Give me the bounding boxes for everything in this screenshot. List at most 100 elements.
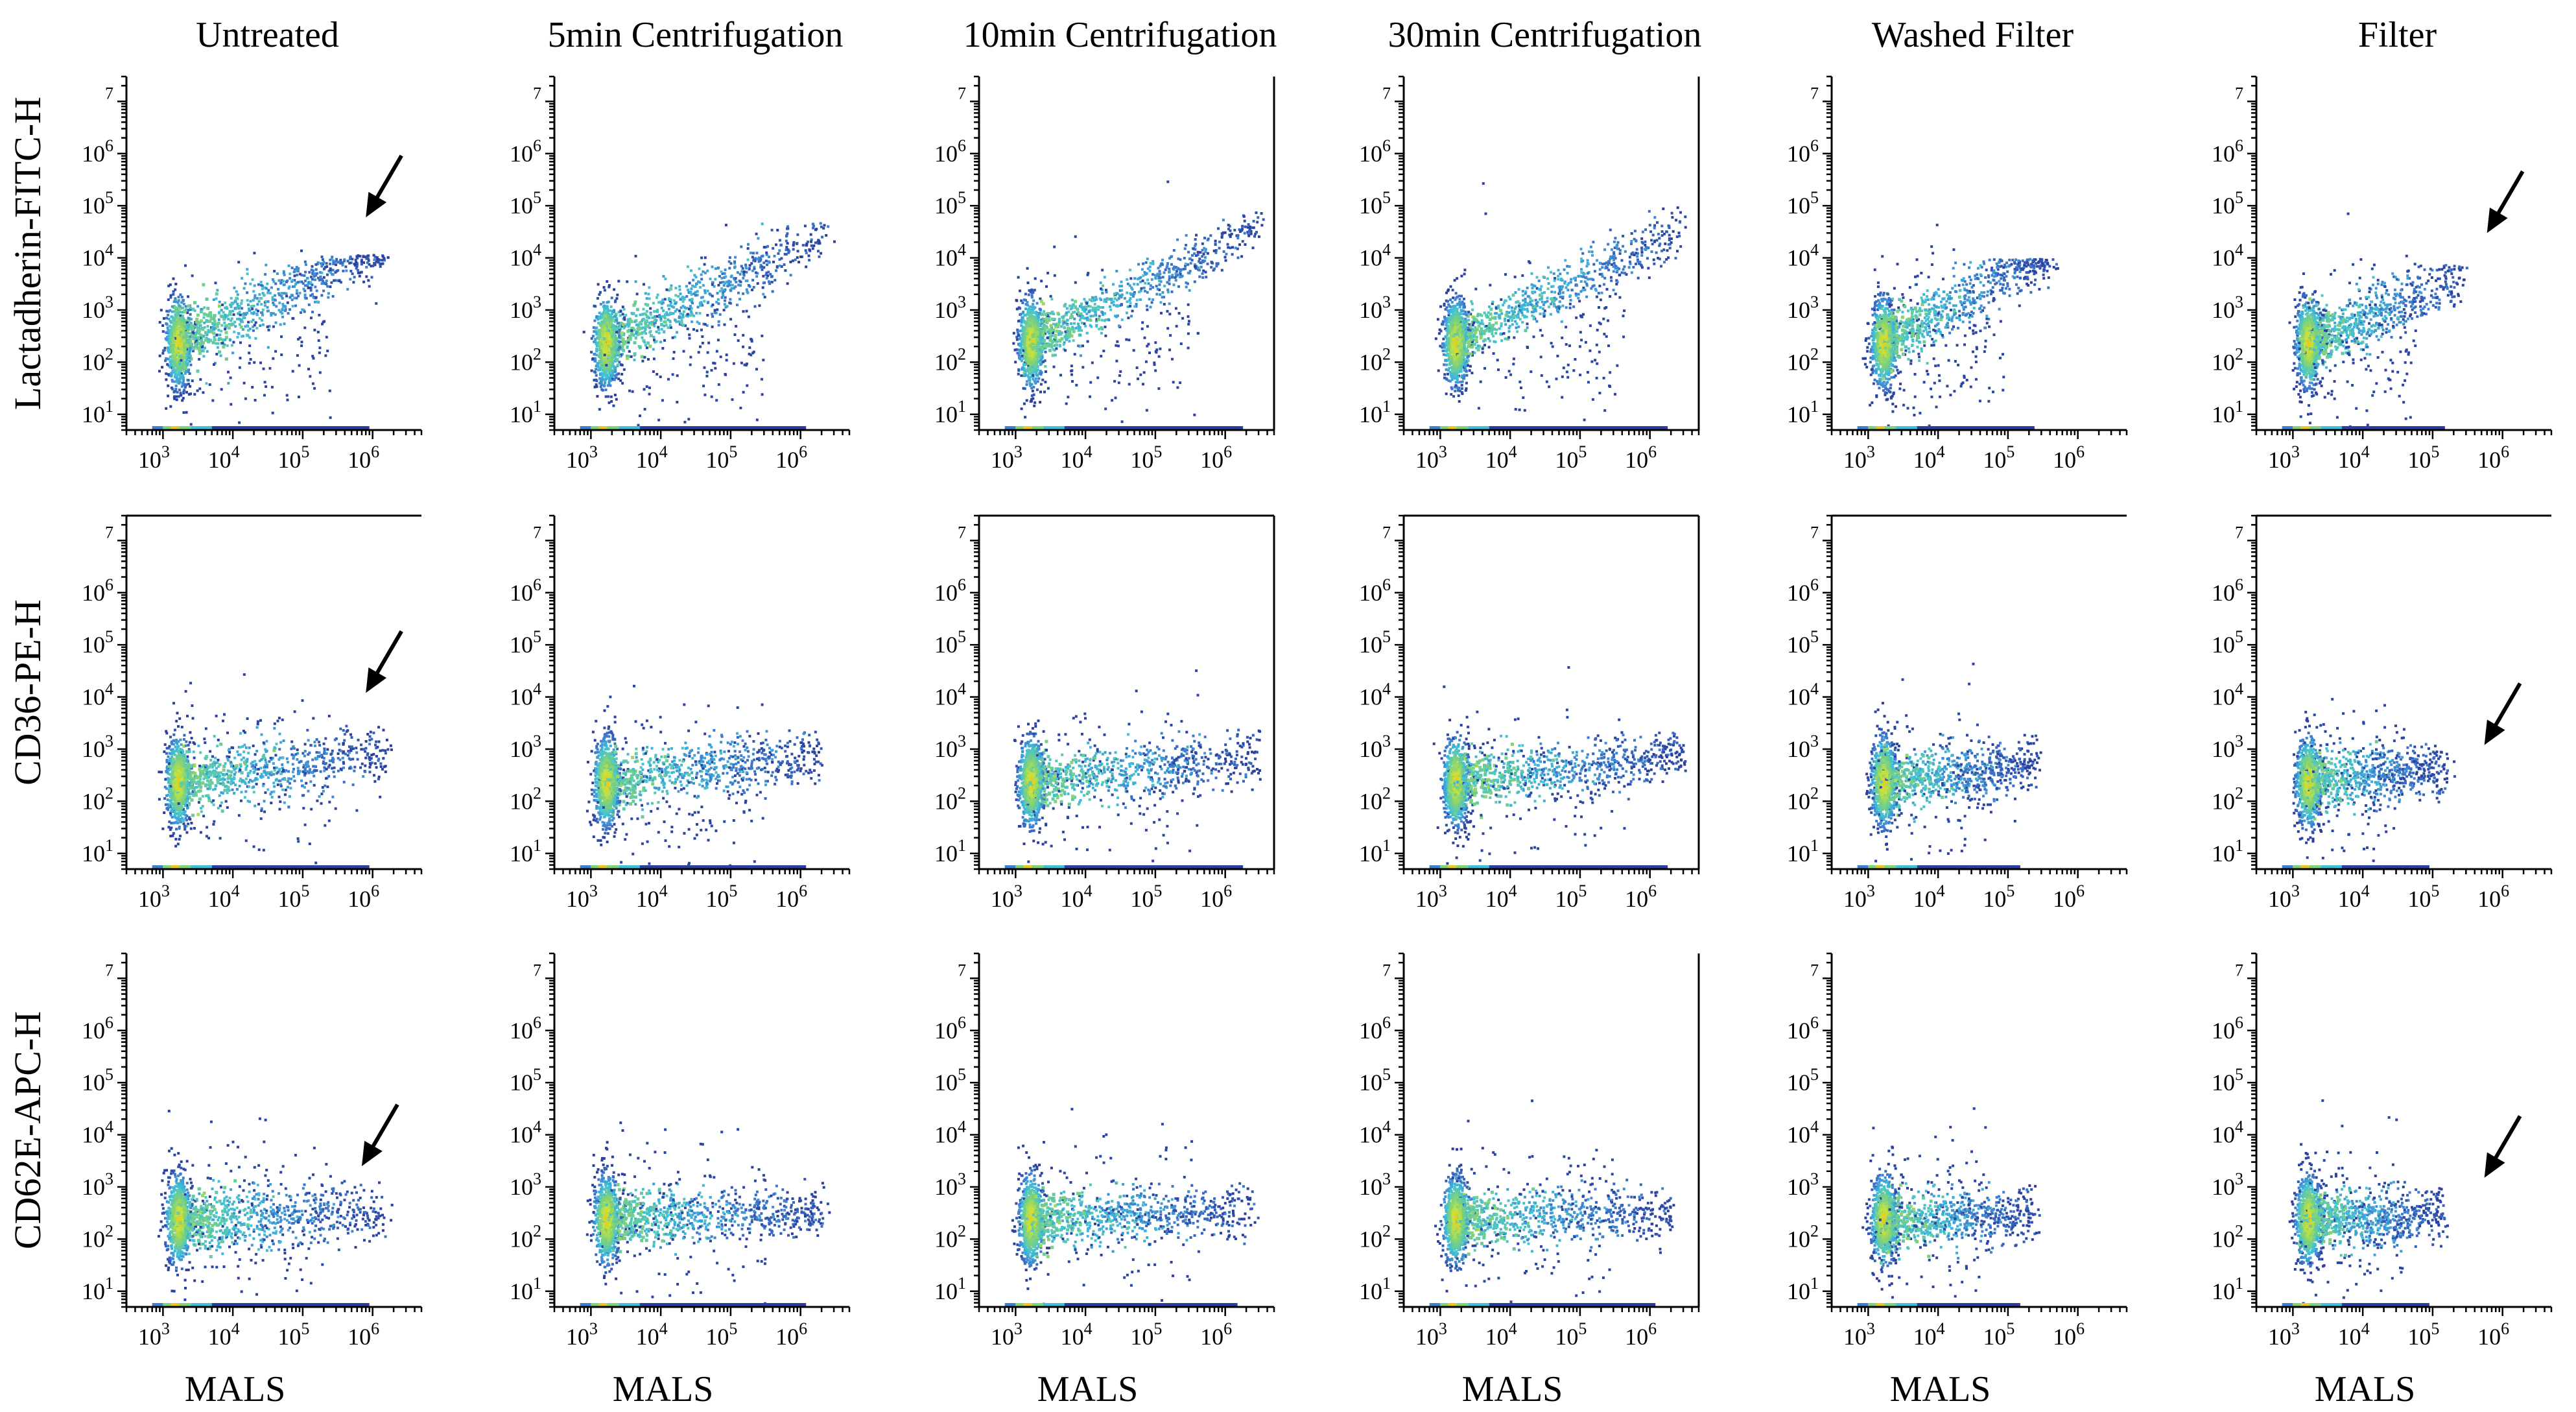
event-point: [1032, 397, 1035, 400]
event-point: [703, 393, 707, 396]
event-point: [649, 334, 653, 337]
event-point: [349, 278, 352, 281]
event-point: [217, 318, 220, 321]
event-point: [726, 284, 729, 287]
event-point: [187, 295, 190, 298]
event-point: [195, 337, 198, 340]
x-tick-exponent: 4: [231, 442, 240, 461]
event-point: [710, 368, 713, 372]
event-point: [172, 366, 176, 369]
event-point: [1144, 261, 1148, 264]
event-point: [317, 276, 320, 280]
event-point: [266, 300, 270, 303]
event-point: [165, 309, 169, 313]
event-point: [732, 362, 735, 365]
event-point: [250, 311, 253, 315]
event-point: [1176, 238, 1179, 241]
event-point: [663, 339, 666, 342]
event-point: [689, 363, 692, 366]
event-point: [676, 331, 678, 334]
event-point: [808, 259, 811, 262]
event-point: [211, 326, 214, 329]
event-point: [187, 383, 190, 386]
event-point: [1014, 361, 1017, 364]
event-point: [208, 383, 211, 386]
event-point: [617, 372, 620, 376]
event-point: [649, 307, 652, 310]
event-point: [1125, 311, 1128, 315]
event-point: [169, 331, 172, 335]
event-point: [275, 305, 278, 308]
event-point: [176, 362, 180, 366]
event-point: [287, 312, 290, 315]
event-point: [238, 305, 241, 307]
event-point: [179, 375, 182, 377]
column-title: 10min Centrifugation: [963, 15, 1277, 55]
x-tick-exponent: 5: [729, 442, 737, 461]
event-point: [1223, 256, 1227, 259]
x-tick-label: 103: [138, 442, 170, 473]
event-point: [352, 281, 355, 284]
event-point: [696, 290, 699, 293]
event-point: [308, 270, 311, 274]
event-point: [172, 318, 175, 321]
event-point: [627, 318, 630, 322]
event-point: [635, 314, 638, 317]
event-point: [1101, 311, 1104, 314]
event-point: [1133, 277, 1137, 280]
event-point: [229, 311, 232, 314]
event-point: [1073, 317, 1076, 320]
event-point: [329, 262, 331, 265]
event-point: [362, 280, 366, 283]
event-point: [1034, 332, 1038, 336]
event-point: [356, 256, 359, 259]
event-point: [1218, 240, 1221, 243]
event-point: [678, 285, 681, 288]
event-point: [668, 304, 672, 307]
event-point: [280, 292, 283, 295]
event-point: [1183, 247, 1187, 250]
event-point: [1070, 365, 1073, 368]
event-point: [606, 280, 609, 283]
event-point: [762, 293, 765, 296]
event-point: [281, 302, 285, 305]
event-point: [819, 222, 822, 225]
event-point: [306, 276, 309, 280]
event-point: [652, 348, 655, 351]
event-point: [618, 328, 621, 331]
event-point: [289, 277, 292, 280]
event-point: [786, 242, 789, 245]
event-point: [610, 296, 613, 300]
event-point: [185, 343, 189, 347]
event-point: [184, 335, 188, 339]
event-point: [742, 292, 745, 295]
event-point: [1144, 360, 1148, 363]
event-point: [659, 376, 662, 378]
event-point: [674, 294, 678, 297]
event-point: [1152, 286, 1155, 289]
event-point: [176, 322, 180, 326]
event-point: [694, 276, 698, 279]
event-point: [595, 344, 598, 348]
event-point: [230, 323, 233, 327]
event-point: [1142, 262, 1145, 265]
event-point: [278, 279, 281, 282]
event-point: [1187, 332, 1190, 335]
event-point: [672, 351, 676, 353]
event-point: [603, 327, 607, 331]
event-point: [263, 394, 266, 397]
event-point: [695, 283, 698, 285]
event-point: [622, 326, 626, 329]
event-point: [288, 285, 291, 289]
event-point: [169, 344, 173, 348]
row-label: CD62E-APC-H: [6, 1011, 49, 1249]
event-point: [191, 274, 194, 278]
event-point: [604, 378, 607, 381]
y-tick-label: 7: [105, 84, 113, 102]
event-point: [1024, 307, 1028, 311]
y-tick-label: 101: [82, 397, 113, 427]
event-point: [196, 389, 199, 392]
axis-event-strip: [607, 426, 619, 429]
event-point: [214, 281, 217, 285]
event-point: [742, 310, 745, 313]
